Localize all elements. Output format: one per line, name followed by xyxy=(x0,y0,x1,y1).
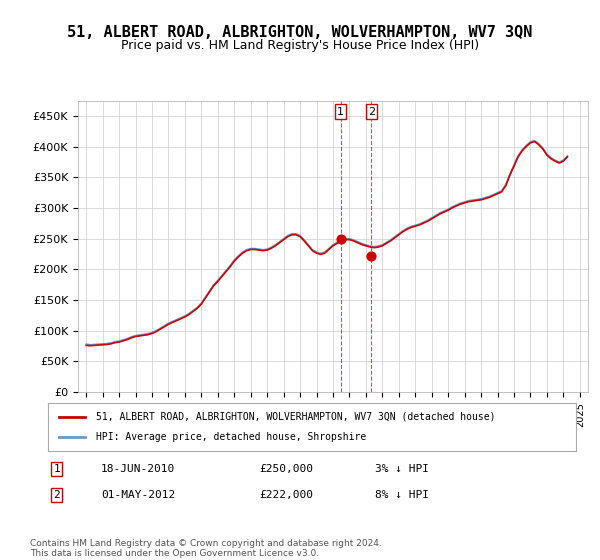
Text: £250,000: £250,000 xyxy=(259,464,313,474)
Text: 2: 2 xyxy=(368,106,375,116)
Text: HPI: Average price, detached house, Shropshire: HPI: Average price, detached house, Shro… xyxy=(95,432,366,442)
Point xyxy=(336,234,346,243)
Text: £222,000: £222,000 xyxy=(259,490,313,500)
Text: 51, ALBERT ROAD, ALBRIGHTON, WOLVERHAMPTON, WV7 3QN: 51, ALBERT ROAD, ALBRIGHTON, WOLVERHAMPT… xyxy=(67,25,533,40)
Text: 1: 1 xyxy=(337,106,344,116)
Text: 3% ↓ HPI: 3% ↓ HPI xyxy=(376,464,430,474)
Text: Price paid vs. HM Land Registry's House Price Index (HPI): Price paid vs. HM Land Registry's House … xyxy=(121,39,479,52)
Text: Contains HM Land Registry data © Crown copyright and database right 2024.
This d: Contains HM Land Registry data © Crown c… xyxy=(30,539,382,558)
Text: 2: 2 xyxy=(53,490,60,500)
Point xyxy=(367,251,376,260)
Text: 01-MAY-2012: 01-MAY-2012 xyxy=(101,490,175,500)
Text: 8% ↓ HPI: 8% ↓ HPI xyxy=(376,490,430,500)
Text: 1: 1 xyxy=(53,464,60,474)
Text: 51, ALBERT ROAD, ALBRIGHTON, WOLVERHAMPTON, WV7 3QN (detached house): 51, ALBERT ROAD, ALBRIGHTON, WOLVERHAMPT… xyxy=(95,412,495,422)
Text: 18-JUN-2010: 18-JUN-2010 xyxy=(101,464,175,474)
